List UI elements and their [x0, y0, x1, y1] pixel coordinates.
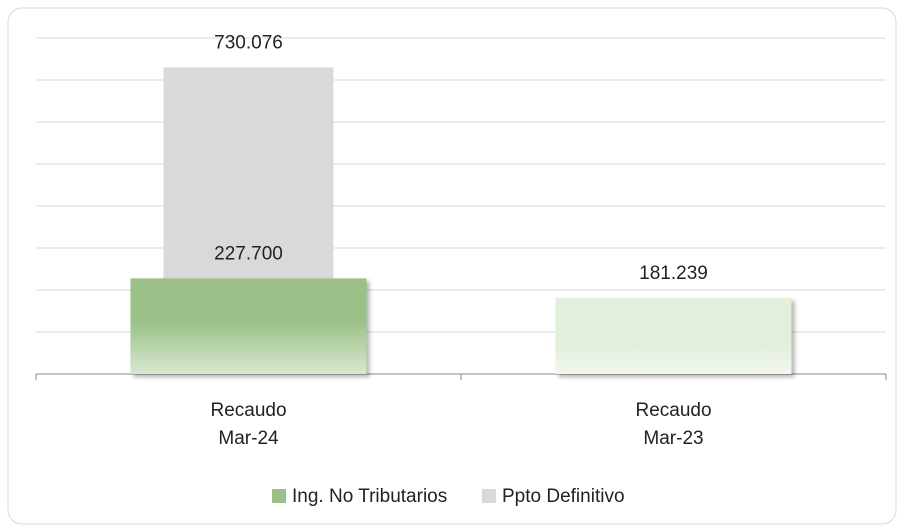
bar: [130, 278, 367, 374]
x-tick-label: Recaudo Mar-23: [635, 400, 712, 449]
legend-label: Ppto Definitivo: [502, 486, 625, 507]
data-label: 181.239: [639, 263, 708, 284]
legend-swatch: [482, 489, 496, 503]
legend-label: Ing. No Tributarios: [292, 486, 447, 507]
data-label: 730.076: [214, 32, 283, 53]
x-tick-label: Recaudo Mar-24: [210, 400, 287, 449]
data-label: 227.700: [214, 243, 283, 264]
legend-swatch: [272, 489, 286, 503]
bar: [555, 297, 792, 374]
